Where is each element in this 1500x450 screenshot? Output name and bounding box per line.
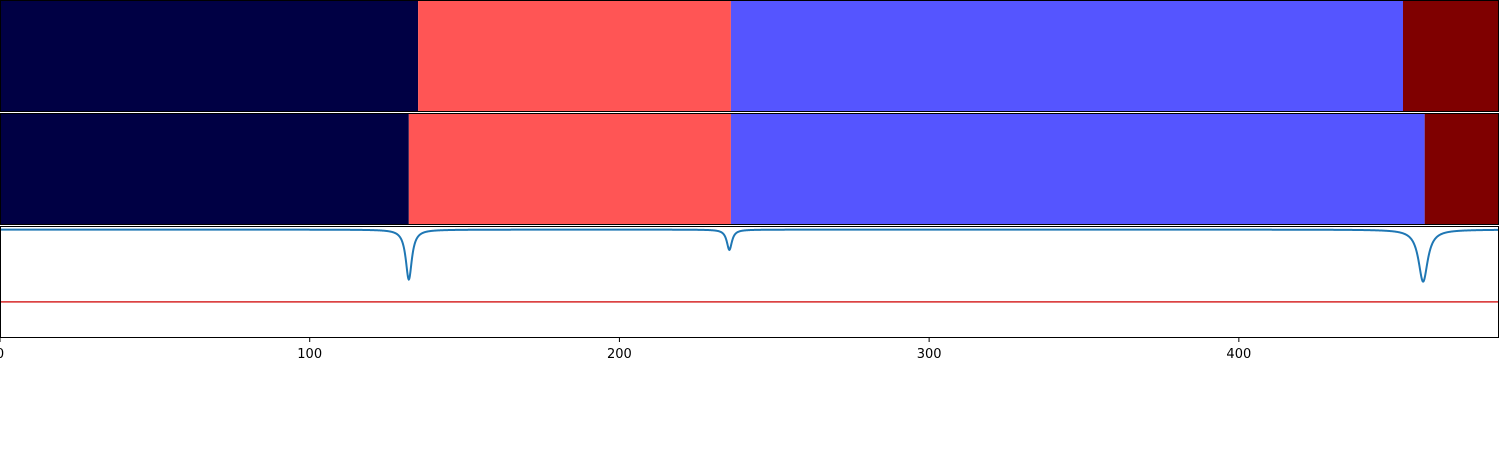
segment-0-1 bbox=[418, 0, 731, 112]
segment-row-frame bbox=[0, 113, 1499, 225]
segment-0-3 bbox=[1402, 0, 1499, 112]
signal-panel bbox=[0, 226, 1499, 338]
segment-1-0 bbox=[0, 113, 409, 225]
x-axis: 0 100 200 300 400 bbox=[0, 338, 1251, 362]
segment-0-0 bbox=[0, 0, 419, 112]
segment-row-top bbox=[0, 0, 1499, 112]
signal-panel-frame bbox=[0, 226, 1499, 338]
segment-1-1 bbox=[408, 113, 731, 225]
segment-1-2 bbox=[730, 113, 1425, 225]
segment-0-2 bbox=[730, 0, 1403, 112]
segment-1-3 bbox=[1424, 113, 1499, 225]
signal-line bbox=[0, 228, 1499, 283]
x-tick-label: 0 bbox=[0, 347, 4, 362]
x-tick-label: 300 bbox=[917, 347, 942, 362]
x-tick-label: 100 bbox=[297, 347, 322, 362]
x-tick-label: 400 bbox=[1226, 347, 1251, 362]
segment-row-frame bbox=[0, 0, 1499, 112]
segment-row-bottom bbox=[0, 113, 1499, 225]
x-tick-label: 200 bbox=[607, 347, 632, 362]
